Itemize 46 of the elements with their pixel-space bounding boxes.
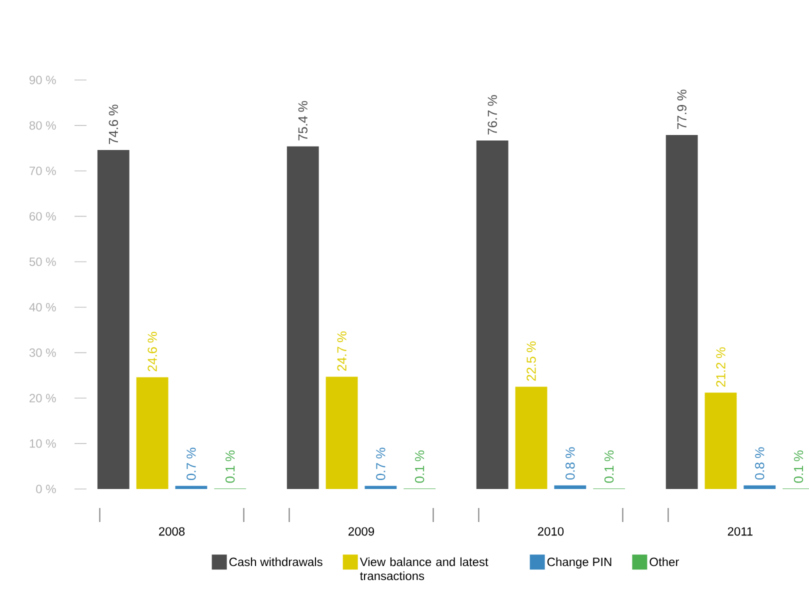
y-tick-label: 60 % xyxy=(30,212,56,221)
y-tick-label: 90 % xyxy=(30,76,56,84)
x-tick-label: 2009 xyxy=(348,527,374,536)
y-tick-label: 50 % xyxy=(29,258,56,266)
y-tick-label: 20 % xyxy=(30,394,56,402)
x-tick-label: 2008 xyxy=(159,527,185,536)
bar xyxy=(136,377,168,489)
legend-label: Change PIN xyxy=(547,557,612,569)
data-label: 0.1 % xyxy=(414,450,424,483)
bar xyxy=(175,486,208,489)
bar xyxy=(744,485,776,489)
data-label: 74.6 % xyxy=(108,104,118,144)
data-label: 0.8 % xyxy=(566,447,575,480)
data-label: 24.7 % xyxy=(337,331,346,371)
bar xyxy=(364,486,397,489)
bar xyxy=(97,150,130,489)
x-tick-label: 2011 xyxy=(728,527,753,536)
bar xyxy=(476,140,508,489)
data-label: 22.5 % xyxy=(526,341,536,381)
data-label: 24.6 % xyxy=(148,332,157,372)
y-tick-label: 0 % xyxy=(36,484,56,494)
bar xyxy=(326,376,358,489)
bar xyxy=(704,392,737,489)
bar xyxy=(286,146,319,489)
data-label: 0.8 % xyxy=(755,447,764,480)
y-tick-label: 30 % xyxy=(29,348,56,357)
y-tick-label: 10 % xyxy=(30,439,56,448)
data-label: 0.1 % xyxy=(794,450,804,483)
legend-label: Other xyxy=(650,557,679,566)
data-label: 21.2 % xyxy=(716,347,726,387)
data-label: 76.7 % xyxy=(488,95,497,134)
legend-label: View balance and latest transactions xyxy=(360,557,488,580)
y-tick-label: 40 % xyxy=(29,302,56,312)
x-tick-label: 2010 xyxy=(538,527,564,536)
data-label: 75.4 % xyxy=(298,101,308,140)
data-label: 77.9 % xyxy=(677,90,686,130)
data-label: 0.7 % xyxy=(186,448,196,480)
bar xyxy=(515,386,548,489)
y-tick-label: 80 % xyxy=(29,121,56,130)
data-label: 0.7 % xyxy=(376,448,386,480)
bar xyxy=(554,485,586,489)
y-tick-label: 70 % xyxy=(30,166,56,176)
data-label: 0.1 % xyxy=(226,450,235,483)
legend-label: Cash withdrawals xyxy=(229,557,322,566)
bar xyxy=(666,134,698,489)
data-label: 0.1 % xyxy=(604,450,614,483)
